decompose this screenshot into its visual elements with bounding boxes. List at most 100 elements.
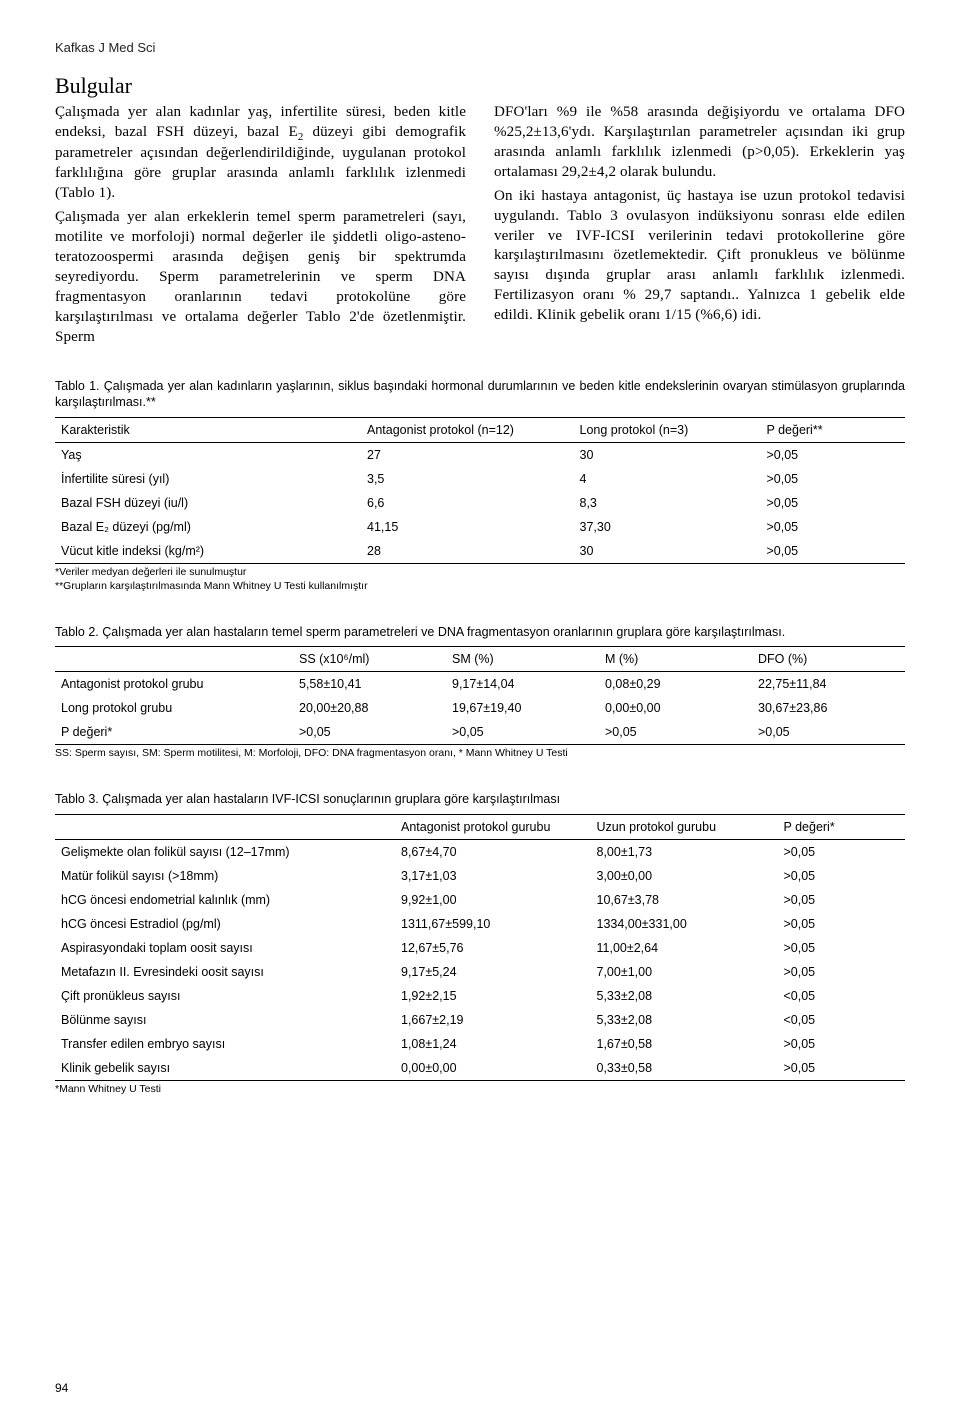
- table1: KarakteristikAntagonist protokol (n=12)L…: [55, 417, 905, 564]
- table-cell: <0,05: [778, 984, 906, 1008]
- table-cell: >0,05: [761, 515, 906, 539]
- table-cell: hCG öncesi Estradiol (pg/ml): [55, 912, 395, 936]
- table-header: Antagonist protokol (n=12): [361, 418, 574, 443]
- table-cell: 9,17±14,04: [446, 672, 599, 697]
- table-cell: 9,92±1,00: [395, 888, 591, 912]
- table-cell: 1,08±1,24: [395, 1032, 591, 1056]
- table-header: Karakteristik: [55, 418, 361, 443]
- table1-caption: Tablo 1. Çalışmada yer alan kadınların y…: [55, 378, 905, 412]
- table-header: SS (x10⁶/ml): [293, 647, 446, 672]
- table-cell: 28: [361, 539, 574, 564]
- table1-footnote: *Veriler medyan değerleri ile sunulmuştu…: [55, 566, 905, 593]
- table-cell: 10,67±3,78: [591, 888, 778, 912]
- table-cell: 11,00±2,64: [591, 936, 778, 960]
- table3-footnote: *Mann Whitney U Testi: [55, 1083, 905, 1097]
- body-p3: DFO'ları %9 ile %58 arasında değişiyordu…: [494, 103, 905, 183]
- table-header: Long protokol (n=3): [574, 418, 761, 443]
- table-cell: >0,05: [599, 720, 752, 745]
- table-cell: Matür folikül sayısı (>18mm): [55, 864, 395, 888]
- table-cell: 1,67±0,58: [591, 1032, 778, 1056]
- table-header: SM (%): [446, 647, 599, 672]
- table-cell: >0,05: [761, 443, 906, 468]
- table-cell: 6,6: [361, 491, 574, 515]
- table-cell: Yaş: [55, 443, 361, 468]
- body-p2: Çalışmada yer alan erkeklerin temel sper…: [55, 208, 466, 347]
- table-cell: 8,00±1,73: [591, 839, 778, 864]
- table-cell: 1,92±2,15: [395, 984, 591, 1008]
- table-cell: 0,00±0,00: [599, 696, 752, 720]
- table-cell: 5,33±2,08: [591, 984, 778, 1008]
- table-cell: Bölünme sayısı: [55, 1008, 395, 1032]
- table-cell: >0,05: [778, 1032, 906, 1056]
- table3: Antagonist protokol gurubuUzun protokol …: [55, 814, 905, 1081]
- table-cell: 3,00±0,00: [591, 864, 778, 888]
- table-cell: >0,05: [778, 936, 906, 960]
- table-cell: >0,05: [778, 839, 906, 864]
- table-cell: Bazal E₂ düzeyi (pg/ml): [55, 515, 361, 539]
- table-header: P değeri**: [761, 418, 906, 443]
- table-cell: 0,08±0,29: [599, 672, 752, 697]
- table-cell: 1334,00±331,00: [591, 912, 778, 936]
- table-cell: Metafazın II. Evresindeki oosit sayısı: [55, 960, 395, 984]
- table2: SS (x10⁶/ml)SM (%)M (%)DFO (%)Antagonist…: [55, 646, 905, 745]
- table-header: Uzun protokol gurubu: [591, 814, 778, 839]
- table2-block: Tablo 2. Çalışmada yer alan hastaların t…: [55, 624, 905, 762]
- table-cell: Long protokol grubu: [55, 696, 293, 720]
- table-cell: Bazal FSH düzeyi (iu/l): [55, 491, 361, 515]
- table-cell: >0,05: [778, 960, 906, 984]
- table-cell: >0,05: [752, 720, 905, 745]
- table-cell: 19,67±19,40: [446, 696, 599, 720]
- table-cell: 0,00±0,00: [395, 1056, 591, 1081]
- body-p4: On iki hastaya antagonist, üç hastaya is…: [494, 187, 905, 326]
- table-header: Antagonist protokol gurubu: [395, 814, 591, 839]
- table-cell: 12,67±5,76: [395, 936, 591, 960]
- table-cell: P değeri*: [55, 720, 293, 745]
- table-cell: <0,05: [778, 1008, 906, 1032]
- body-text: Çalışmada yer alan kadınlar yaş, inferti…: [55, 103, 905, 348]
- table-cell: 3,17±1,03: [395, 864, 591, 888]
- table-cell: 0,33±0,58: [591, 1056, 778, 1081]
- table-cell: >0,05: [293, 720, 446, 745]
- table-cell: 37,30: [574, 515, 761, 539]
- table-cell: 27: [361, 443, 574, 468]
- table2-caption: Tablo 2. Çalışmada yer alan hastaların t…: [55, 624, 905, 641]
- table-header: DFO (%): [752, 647, 905, 672]
- table-cell: Antagonist protokol grubu: [55, 672, 293, 697]
- table-cell: Transfer edilen embryo sayısı: [55, 1032, 395, 1056]
- table-cell: 30: [574, 443, 761, 468]
- table-cell: >0,05: [778, 888, 906, 912]
- table-cell: 7,00±1,00: [591, 960, 778, 984]
- table-header: P değeri*: [778, 814, 906, 839]
- table-cell: 1311,67±599,10: [395, 912, 591, 936]
- table-cell: İnfertilite süresi (yıl): [55, 467, 361, 491]
- table-cell: >0,05: [778, 912, 906, 936]
- table-cell: 8,67±4,70: [395, 839, 591, 864]
- table-cell: 3,5: [361, 467, 574, 491]
- table-cell: >0,05: [761, 539, 906, 564]
- table-header: [55, 814, 395, 839]
- table-cell: Çift pronükleus sayısı: [55, 984, 395, 1008]
- table-cell: >0,05: [778, 864, 906, 888]
- table-cell: 8,3: [574, 491, 761, 515]
- table-cell: 5,58±10,41: [293, 672, 446, 697]
- table-cell: >0,05: [761, 491, 906, 515]
- table-cell: 41,15: [361, 515, 574, 539]
- table-header: [55, 647, 293, 672]
- table-cell: >0,05: [778, 1056, 906, 1081]
- table-cell: Vücut kitle indeksi (kg/m²): [55, 539, 361, 564]
- table-cell: 30: [574, 539, 761, 564]
- page-number: 94: [55, 1381, 68, 1395]
- table-cell: 20,00±20,88: [293, 696, 446, 720]
- section-title: Bulgular: [55, 73, 905, 99]
- table-cell: hCG öncesi endometrial kalınlık (mm): [55, 888, 395, 912]
- table-cell: 30,67±23,86: [752, 696, 905, 720]
- table-cell: >0,05: [446, 720, 599, 745]
- table-cell: 22,75±11,84: [752, 672, 905, 697]
- table1-block: Tablo 1. Çalışmada yer alan kadınların y…: [55, 378, 905, 594]
- table3-caption: Tablo 3. Çalışmada yer alan hastaların I…: [55, 791, 905, 808]
- table2-footnote: SS: Sperm sayısı, SM: Sperm motilitesi, …: [55, 747, 905, 761]
- table-cell: Gelişmekte olan folikül sayısı (12–17mm): [55, 839, 395, 864]
- table-cell: Klinik gebelik sayısı: [55, 1056, 395, 1081]
- table3-block: Tablo 3. Çalışmada yer alan hastaların I…: [55, 791, 905, 1097]
- table-cell: Aspirasyondaki toplam oosit sayısı: [55, 936, 395, 960]
